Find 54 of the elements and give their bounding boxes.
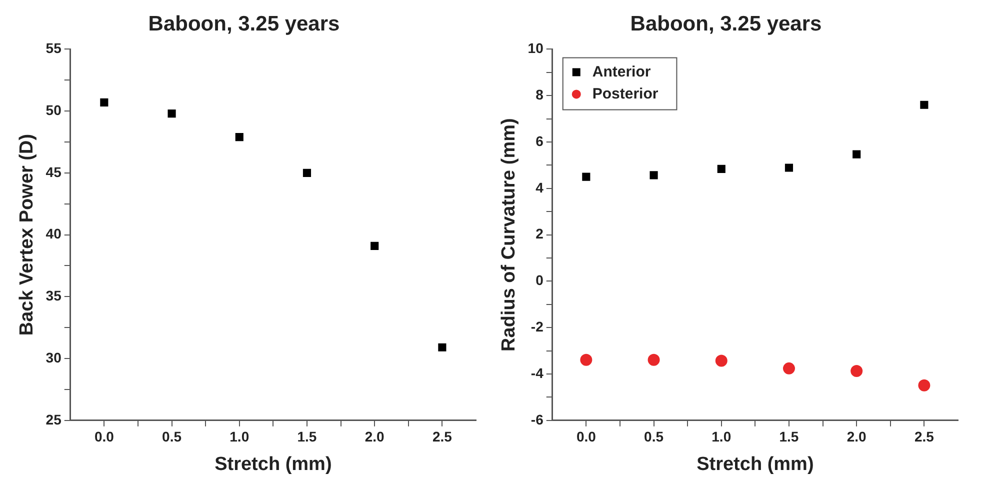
y-tick-label: 2 xyxy=(536,226,544,242)
point xyxy=(715,354,728,367)
chart-title: Baboon, 3.25 years xyxy=(148,12,340,36)
point xyxy=(582,172,590,181)
x-tick-label: 1.5 xyxy=(297,428,317,445)
legend-label: Posterior xyxy=(592,85,658,102)
y-tick-label: 8 xyxy=(536,86,544,102)
y-tick-label: -4 xyxy=(530,364,544,381)
point xyxy=(650,171,658,180)
y-tick-label: 35 xyxy=(46,288,62,304)
x-tick-label: 1.5 xyxy=(779,428,799,445)
y-tick-label: 10 xyxy=(528,40,544,56)
x-axis-title: Stretch (mm) xyxy=(696,454,814,475)
point xyxy=(438,343,446,352)
x-tick-label: 1.0 xyxy=(230,428,250,445)
y-tick-label: 55 xyxy=(46,40,62,56)
x-tick-label: 2.0 xyxy=(846,428,867,445)
legend-label: Anterior xyxy=(592,63,651,80)
point xyxy=(850,364,863,377)
y-tick-label: 0 xyxy=(536,272,544,288)
y-tick-label: 45 xyxy=(46,164,62,180)
x-tick-label: 0.5 xyxy=(644,428,664,445)
y-tick-label: 6 xyxy=(536,132,544,149)
x-tick-label: 1.0 xyxy=(712,428,732,445)
point xyxy=(168,110,176,118)
point xyxy=(717,164,726,173)
y-tick-label: 4 xyxy=(536,179,544,196)
x-tick-label: 0.0 xyxy=(94,428,114,445)
point xyxy=(852,150,861,158)
y-tick-label: 30 xyxy=(46,349,62,366)
y-axis-title: Back Vertex Power (D) xyxy=(16,134,38,336)
point xyxy=(370,242,379,250)
point xyxy=(580,354,592,366)
x-tick-label: 2.0 xyxy=(364,428,385,445)
point xyxy=(302,168,312,177)
x-tick-label: 0.0 xyxy=(576,428,596,445)
y-tick-label: 40 xyxy=(46,226,62,242)
y-tick-label: -2 xyxy=(530,318,544,334)
point xyxy=(782,362,795,374)
y-tick-label: 25 xyxy=(46,411,62,428)
point xyxy=(784,164,794,172)
y-tick-label: 50 xyxy=(46,102,62,118)
x-tick-label: 2.5 xyxy=(914,428,934,445)
point xyxy=(235,133,244,142)
y-tick-label: -6 xyxy=(530,411,544,428)
point xyxy=(920,100,928,109)
point xyxy=(648,354,660,366)
x-axis-title: Stretch (mm) xyxy=(214,454,332,475)
y-axis-title: Radius of Curvature (mm) xyxy=(498,118,520,352)
point xyxy=(100,98,108,106)
point xyxy=(918,379,930,392)
x-tick-label: 2.5 xyxy=(432,428,452,445)
chart-title: Baboon, 3.25 years xyxy=(630,12,822,36)
x-tick-label: 0.5 xyxy=(162,428,182,445)
